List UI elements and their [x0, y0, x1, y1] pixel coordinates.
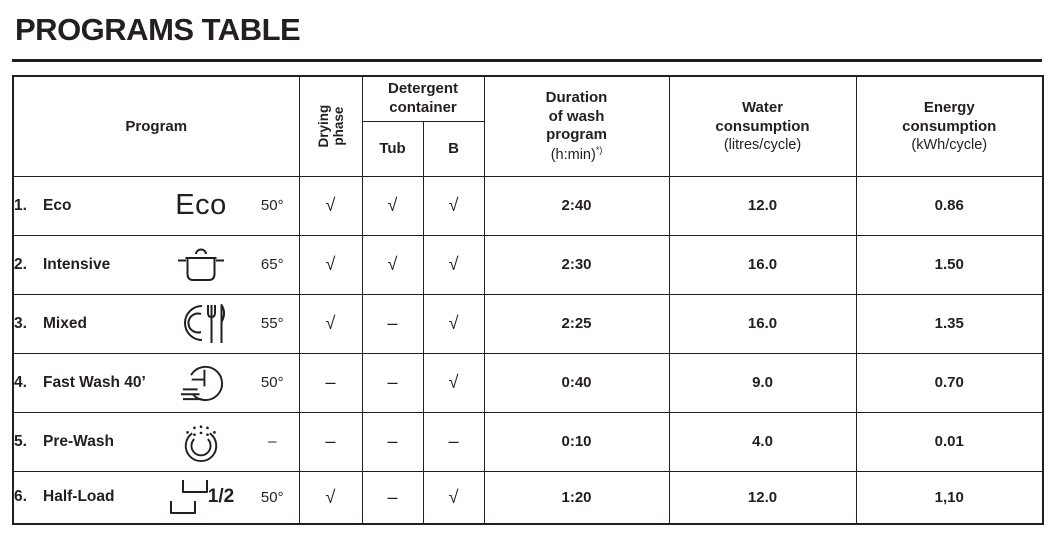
header-duration: Duration of wash program (h:min)*)	[483, 75, 670, 177]
program-row-half-load: 6. Half-Load 1/2 50°	[12, 470, 1044, 525]
b-mark: √	[422, 234, 485, 295]
title-underline	[12, 59, 1042, 62]
program-cell: 5. Pre-Wash	[12, 411, 300, 472]
half-load-icon: 1/2	[156, 476, 246, 518]
header-detergent-container: Detergent container	[361, 75, 485, 122]
drying-phase-mark: √	[298, 470, 363, 525]
manual-page: PROGRAMS TABLE Program Drying phase Dete…	[12, 12, 1045, 525]
program-name: Mixed	[43, 314, 87, 332]
program-row-pre-wash: 5. Pre-Wash	[12, 411, 1044, 472]
drying-phase-mark: √	[298, 234, 363, 295]
tub-mark: –	[361, 470, 424, 525]
tub-mark: √	[361, 175, 424, 236]
water-value: 16.0	[668, 293, 857, 354]
program-number: 6.	[14, 488, 27, 506]
program-temperature: 50°	[260, 197, 284, 214]
program-name: Fast Wash 40’	[43, 373, 146, 391]
program-row-intensive: 2. Intensive 65° √	[12, 234, 1044, 295]
intensive-pot-icon	[156, 245, 246, 285]
program-name: Half-Load	[43, 488, 115, 506]
b-mark: –	[422, 411, 485, 472]
energy-value: 1,10	[855, 470, 1044, 525]
program-cell: 4. Fast Wash 40’ 50°	[12, 352, 300, 413]
b-mark: √	[422, 352, 485, 413]
program-number: 2.	[14, 255, 27, 273]
fast-wash-clock-icon	[156, 360, 246, 405]
duration-value: 0:40	[483, 352, 670, 413]
energy-value: 1.35	[855, 293, 1044, 354]
b-mark: √	[422, 175, 485, 236]
program-cell: 2. Intensive 65°	[12, 234, 300, 295]
water-value: 4.0	[668, 411, 857, 472]
energy-value: 1.50	[855, 234, 1044, 295]
tub-mark: –	[361, 293, 424, 354]
program-cell: 1. Eco Eco 50°	[12, 175, 300, 236]
duration-value: 1:20	[483, 470, 670, 525]
program-cell: 3. Mixed 55°	[12, 293, 300, 354]
mixed-dishes-icon	[156, 302, 246, 346]
program-temperature: 50°	[260, 374, 284, 391]
header-water: Water consumption (litres/cycle)	[668, 75, 857, 177]
program-row-eco: 1. Eco Eco 50° √ √ √ 2:40 12.0 0.86	[12, 175, 1044, 236]
program-cell: 6. Half-Load 1/2 50°	[12, 470, 300, 525]
program-name: Eco	[43, 196, 72, 214]
eco-text-icon: Eco	[156, 191, 246, 220]
header-water-unit: (litres/cycle)	[723, 137, 802, 154]
header-energy-label: Energy consumption	[902, 99, 997, 135]
drying-phase-mark: √	[298, 293, 363, 354]
header-duration-label: Duration of wash program	[545, 89, 608, 143]
header-energy: Energy consumption (kWh/cycle)	[855, 75, 1044, 177]
program-temperature: 65°	[260, 256, 284, 273]
duration-footnote-marker: *)	[595, 145, 603, 156]
header-program: Program	[12, 75, 300, 177]
tub-mark: –	[361, 411, 424, 472]
energy-value: 0.70	[855, 352, 1044, 413]
energy-value: 0.86	[855, 175, 1044, 236]
pre-wash-icon	[156, 421, 246, 463]
header-energy-unit: (kWh/cycle)	[911, 137, 988, 154]
program-temperature: 50°	[260, 488, 284, 506]
header-drying-phase-label: Drying phase	[315, 104, 346, 148]
duration-value: 2:40	[483, 175, 670, 236]
tub-mark: √	[361, 234, 424, 295]
program-temperature: –	[268, 433, 277, 450]
program-name: Intensive	[43, 255, 111, 273]
programs-table: Program Drying phase Detergent container…	[12, 75, 1045, 525]
page-title: PROGRAMS TABLE	[15, 12, 301, 47]
program-number: 4.	[14, 373, 27, 391]
duration-unit-text: (h:min)	[550, 147, 596, 164]
energy-value: 0.01	[855, 411, 1044, 472]
header-duration-unit: (h:min)*)	[485, 145, 669, 163]
duration-value: 2:25	[483, 293, 670, 354]
program-number: 5.	[14, 432, 27, 450]
tub-mark: –	[361, 352, 424, 413]
drying-phase-mark: √	[298, 175, 363, 236]
program-row-fast-wash: 4. Fast Wash 40’ 50° – –	[12, 352, 1044, 413]
program-number: 1.	[14, 196, 27, 214]
program-name: Pre-Wash	[43, 432, 114, 450]
eco-icon-text: Eco	[175, 189, 227, 221]
duration-value: 2:30	[483, 234, 670, 295]
header-tub: Tub	[361, 120, 424, 177]
drying-phase-mark: –	[298, 411, 363, 472]
b-mark: √	[422, 470, 485, 525]
water-value: 16.0	[668, 234, 857, 295]
program-temperature: 55°	[260, 315, 284, 332]
header-water-label: Water consumption	[715, 99, 810, 135]
header-b: B	[422, 120, 485, 177]
water-value: 12.0	[668, 175, 857, 236]
water-value: 9.0	[668, 352, 857, 413]
program-row-mixed: 3. Mixed 55° √ –	[12, 293, 1044, 354]
drying-phase-mark: –	[298, 352, 363, 413]
half-load-label: 1/2	[207, 486, 235, 508]
b-mark: √	[422, 293, 485, 354]
water-value: 12.0	[668, 470, 857, 525]
program-number: 3.	[14, 314, 27, 332]
header-drying-phase: Drying phase	[298, 75, 363, 177]
duration-value: 0:10	[483, 411, 670, 472]
